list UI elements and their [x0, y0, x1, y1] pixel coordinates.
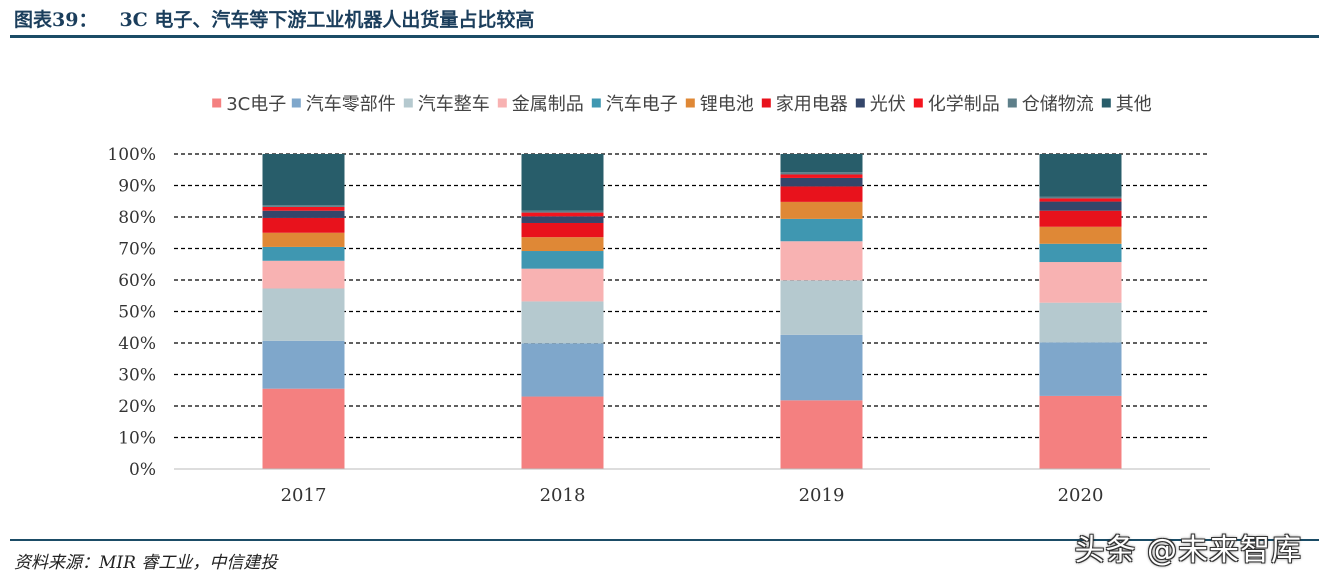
bar-segment [780, 174, 863, 178]
bar-segment [1039, 226, 1122, 244]
source-note: 资料来源：MIR 睿工业，中信建投 [14, 553, 278, 573]
bar-segment [1039, 210, 1122, 227]
bar-segment [521, 301, 604, 344]
y-tick-label: 80% [118, 208, 156, 228]
bar-segment [262, 217, 345, 233]
bar-segment [262, 388, 345, 469]
bar-segment [780, 177, 863, 187]
y-tick-label: 10% [118, 429, 156, 449]
legend-swatch [497, 98, 507, 108]
bar-segment [521, 237, 604, 252]
legend-label: 汽车整车 [418, 94, 490, 115]
legend-label: 光伏 [870, 94, 906, 115]
y-tick-label: 0% [129, 460, 156, 480]
y-tick-label: 30% [118, 366, 156, 386]
legend-swatch [913, 98, 923, 108]
bar-segment [262, 260, 345, 289]
bar-segment [1039, 196, 1122, 199]
bar-segment [521, 343, 604, 397]
bar-segment [262, 232, 345, 247]
bar-segment [1039, 154, 1122, 197]
bar-segment [1039, 262, 1122, 303]
bar-segment [780, 241, 863, 281]
figure-number: 图表39： [14, 9, 98, 31]
header-rule [10, 35, 1319, 38]
bar-segment [780, 334, 863, 401]
y-tick-label: 90% [118, 177, 156, 197]
x-tick-label: 2020 [1058, 485, 1104, 506]
y-tick-label: 50% [118, 303, 156, 323]
legend-swatch [212, 98, 222, 108]
bar-segment [1039, 342, 1122, 396]
bar-segment [262, 246, 345, 261]
bar-segment [262, 288, 345, 341]
legend-swatch [855, 98, 865, 108]
figure-title-text: 3C 电子、汽车等下游工业机器人出货量占比较高 [119, 9, 535, 31]
legend-swatch [291, 98, 301, 108]
figure-title: 图表39： 3C 电子、汽车等下游工业机器人出货量占比较高 [14, 5, 534, 32]
bar-segment [521, 268, 604, 302]
y-tick-label: 70% [118, 240, 156, 260]
bar-segment [262, 340, 345, 389]
legend-label: 汽车零部件 [306, 94, 396, 115]
bar-segment [780, 400, 863, 469]
bar-segment [521, 216, 604, 223]
bar-segment [1039, 243, 1122, 263]
bar-segment [1039, 302, 1122, 343]
legend-label: 家用电器 [776, 94, 848, 115]
legend-swatch [1101, 98, 1111, 108]
stacked-bar-chart: 0% 10% 20% 30% 40% 50% 60% 70% 80% 90% 100% 2017 201… [107, 94, 1210, 506]
bar-segment [780, 201, 863, 219]
bar-segment [780, 154, 863, 173]
legend-label: 化学制品 [928, 94, 1000, 115]
bar-segment [262, 206, 345, 211]
x-tick-label: 2018 [540, 485, 586, 506]
footer-rule [10, 539, 1319, 541]
legend-swatch [591, 98, 601, 108]
bar-segment [521, 396, 604, 469]
legend-swatch [761, 98, 771, 108]
bar-segment [262, 210, 345, 218]
y-tick-label: 40% [118, 334, 156, 354]
bar-segment [1039, 201, 1122, 211]
legend-label: 金属制品 [512, 94, 584, 115]
bar-segment [780, 218, 863, 242]
y-tick-label: 20% [118, 397, 156, 417]
watermark: 头条 @未来智库 [1074, 533, 1302, 568]
legend-label: 锂电池 [700, 94, 754, 115]
y-tick-label: 60% [118, 271, 156, 291]
bar-segment [521, 210, 604, 213]
bar-segment [780, 186, 863, 202]
x-tick-label: 2017 [281, 485, 327, 506]
legend-label: 3C电子 [226, 94, 286, 115]
bar-segment [262, 205, 345, 207]
bar-segment [1039, 198, 1122, 202]
bar-segment [1039, 395, 1122, 469]
legend-swatch [403, 98, 413, 108]
legend-label: 其他 [1116, 94, 1152, 115]
bar-segment [780, 172, 863, 175]
bar-segment [521, 212, 604, 217]
x-tick-label: 2019 [799, 485, 845, 506]
legend-label: 仓储物流 [1022, 94, 1094, 115]
bar-segment [521, 154, 604, 211]
legend-swatch [1007, 98, 1017, 108]
y-tick-label: 100% [107, 145, 156, 165]
bar-segment [521, 251, 604, 269]
bar-segment [521, 222, 604, 238]
legend-swatch [685, 98, 695, 108]
bar-segment [262, 154, 345, 206]
bar-segment [780, 280, 863, 335]
legend-label: 汽车电子 [606, 94, 678, 115]
